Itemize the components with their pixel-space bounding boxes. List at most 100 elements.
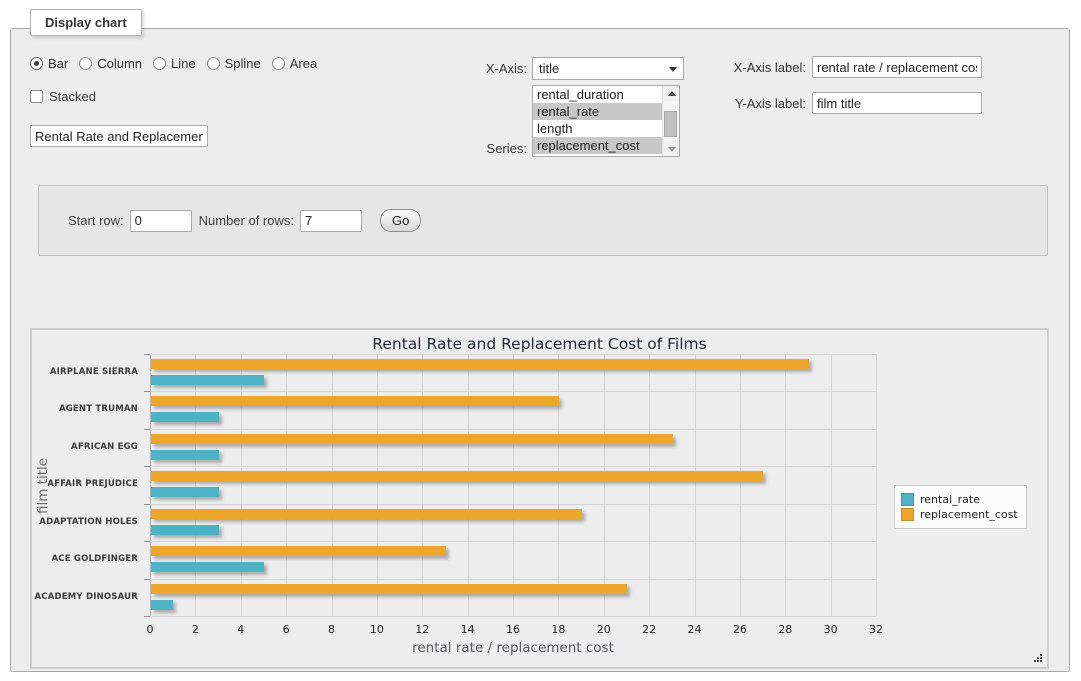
chart-type-radio-line[interactable]: Line xyxy=(153,56,196,71)
gridline-v xyxy=(739,354,741,616)
series-option-replacement_cost[interactable]: replacement_cost xyxy=(533,137,662,154)
num-rows-input[interactable] xyxy=(300,209,362,232)
y-tick-mark xyxy=(144,391,150,393)
y-tick-mark xyxy=(144,466,150,468)
category-label: AFRICAN EGG xyxy=(71,441,138,452)
bar-replacement_cost xyxy=(151,546,446,557)
x-axis-select-label: X-Axis: xyxy=(485,61,527,76)
gridline-v xyxy=(195,354,197,616)
x-tick-label: 28 xyxy=(778,623,793,636)
radio-icon xyxy=(271,57,285,70)
radio-label: Line xyxy=(171,56,196,71)
y-axis-label-input[interactable] xyxy=(812,92,982,114)
legend-item-replacement_cost: replacement_cost xyxy=(901,508,1018,521)
chart-type-radio-bar[interactable]: Bar xyxy=(30,56,68,71)
category-label: ADAPTATION HOLES xyxy=(39,516,138,527)
go-button[interactable]: Go xyxy=(380,209,422,232)
category-label: AGENT TRUMAN xyxy=(58,404,138,415)
y-tick-mark xyxy=(144,578,150,580)
bar-rental_rate xyxy=(151,412,219,423)
y-tick-mark xyxy=(144,541,150,543)
gridline-v xyxy=(649,354,651,616)
x-tick-label: 16 xyxy=(506,623,520,636)
series-options-list: rental_duration rental_rate length replacem… xyxy=(533,86,662,156)
chart-type-radio-column[interactable]: Column xyxy=(79,56,142,71)
chart-type-radio-group: Bar Column Line Spline Area xyxy=(30,56,328,73)
legend-swatch-icon xyxy=(901,493,914,506)
series-option-length[interactable]: length xyxy=(537,121,573,136)
stacked-label: Stacked xyxy=(49,89,96,104)
chart-plot-area: 0 2 4 6 8 10 12 14 16 18 20 22 24 26 28 30 32 AIRPLANE SI… xyxy=(32,330,1047,667)
gridline-v xyxy=(558,354,560,616)
chart-title: Rental Rate and Replacement Cost of Film… xyxy=(372,335,707,353)
series-option-rental_rate[interactable]: rental_rate xyxy=(533,103,662,120)
x-axis-select[interactable]: title xyxy=(532,57,684,80)
resize-grip[interactable] xyxy=(1031,651,1043,663)
series-multiselect[interactable]: rental_duration rental_rate length replacem… xyxy=(532,85,680,157)
scroll-up-button[interactable] xyxy=(663,86,679,101)
x-tick-label: 12 xyxy=(415,623,430,636)
x-axis-label-label: X-Axis label: xyxy=(733,60,806,75)
category-label: AIRPLANE SIERRA xyxy=(49,367,138,377)
chart-legend: rental_rate replacement_cost xyxy=(894,485,1027,529)
gridline-v xyxy=(694,354,696,616)
bar-replacement_cost xyxy=(151,396,560,407)
x-tick-label: 6 xyxy=(282,623,290,636)
stacked-checkbox[interactable]: Stacked xyxy=(30,89,96,104)
chart-type-radio-spline[interactable]: Spline xyxy=(206,56,261,71)
display-chart-fieldset: Display chart Bar Column Line Spline Area St… xyxy=(10,9,1070,672)
bar-rental_rate xyxy=(151,562,265,573)
gridline-h xyxy=(150,616,876,617)
radio-icon xyxy=(79,57,93,70)
chevron-down-icon xyxy=(669,67,677,72)
bar-rental_rate xyxy=(151,599,174,610)
y-axis-label-label: Y-Axis label: xyxy=(734,96,806,111)
y-tick-mark xyxy=(144,503,150,505)
bar-rental_rate xyxy=(151,449,219,460)
category-label: AFFAIR PREJUDICE xyxy=(47,479,138,490)
y-tick-mark xyxy=(144,354,150,355)
gridline-v xyxy=(422,354,424,616)
chart-x-axis-title: rental rate / replacement cost xyxy=(412,640,614,656)
radio-label: Bar xyxy=(48,56,69,71)
scrollbar-track[interactable] xyxy=(663,101,679,141)
radio-icon xyxy=(206,57,220,70)
gridline-v xyxy=(331,354,333,616)
category-label: ACE GOLDFINGER xyxy=(51,554,138,565)
chart-type-radio-area[interactable]: Area xyxy=(271,56,317,71)
chart-title-input[interactable] xyxy=(30,125,208,147)
bar-rental_rate xyxy=(151,375,265,385)
x-tick-label: 24 xyxy=(687,623,702,636)
num-rows-label: Number of rows: xyxy=(198,213,294,228)
x-tick-label: 22 xyxy=(642,623,657,636)
bar-replacement_cost xyxy=(151,508,582,519)
bar-replacement_cost xyxy=(151,433,673,444)
legend-label: rental_rate xyxy=(920,493,980,506)
chart-y-axis-title: film title xyxy=(35,457,52,515)
bar-rental_rate xyxy=(151,487,219,498)
x-axis-label-input[interactable] xyxy=(812,56,982,78)
x-tick-label: 32 xyxy=(869,623,883,636)
x-tick-label: 10 xyxy=(369,623,384,636)
gridline-v xyxy=(513,354,514,616)
x-tick-label: 20 xyxy=(596,623,611,636)
x-axis-selected-value: title xyxy=(539,61,560,76)
series-scrollbar[interactable] xyxy=(662,86,679,156)
gridline-v xyxy=(240,354,242,616)
y-tick-mark xyxy=(144,616,150,617)
radio-label: Spline xyxy=(224,56,261,71)
gridline-v xyxy=(876,354,877,616)
scrollbar-thumb[interactable] xyxy=(664,111,677,137)
legend-swatch-icon xyxy=(901,508,914,521)
bar-replacement_cost xyxy=(151,583,628,594)
bar-rental_rate xyxy=(151,524,219,535)
bar-replacement_cost xyxy=(151,359,809,369)
gridline-v xyxy=(286,354,288,616)
x-tick-label: 26 xyxy=(732,623,747,636)
series-option-rental_duration[interactable]: rental_duration xyxy=(537,87,624,102)
scroll-down-button[interactable] xyxy=(663,141,679,156)
gridline-v xyxy=(376,354,378,616)
start-row-input[interactable] xyxy=(129,209,192,232)
legend-item-rental_rate: rental_rate xyxy=(901,493,1018,506)
radio-icon xyxy=(153,57,167,70)
